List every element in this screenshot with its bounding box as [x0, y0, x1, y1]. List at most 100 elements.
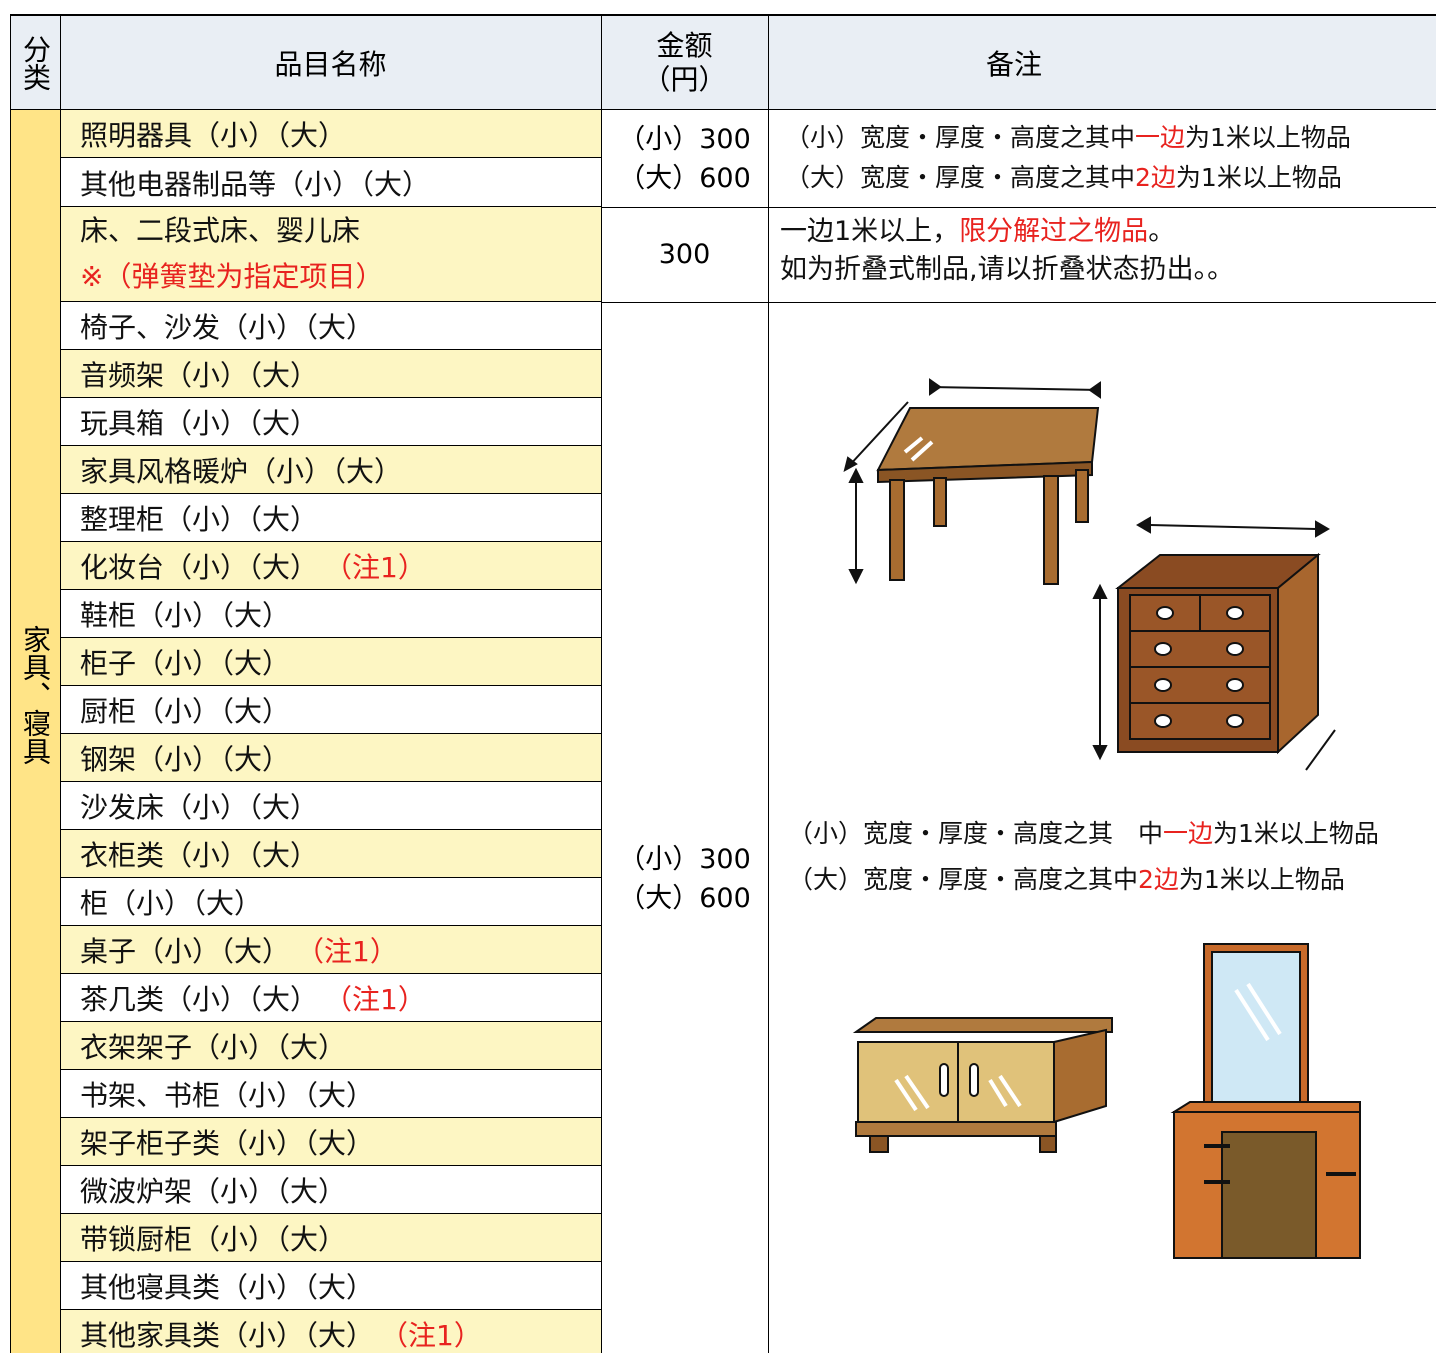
item-line: 桌子（小）（大） （注1） — [80, 926, 398, 974]
note-text: 一边 — [1163, 819, 1214, 848]
header-name: 品目名称 — [274, 48, 387, 81]
price-cell: （小）300 （大）600 — [601, 840, 768, 918]
note-line: （大）宽度・厚度・高度之其中2边为1米以上物品 — [785, 158, 1342, 198]
item-line: 衣柜类（小）（大） — [80, 830, 318, 878]
grid-line — [60, 14, 61, 1353]
note-line: （小）宽度・厚度・高度之其 中一边为1米以上物品 — [788, 811, 1379, 857]
item-line: 玩具箱（小）（大） — [80, 398, 318, 446]
item-name: 钢架（小）（大） — [80, 743, 291, 776]
furniture-illustrations — [843, 378, 1361, 1259]
item-line: 化妆台（小）（大） （注1） — [80, 542, 426, 590]
item-cell — [60, 494, 601, 542]
category-cell — [10, 110, 60, 1353]
note-text: （大）宽度・厚度・高度之其中 — [785, 163, 1136, 192]
item-name: 衣架架子（小）（大） — [80, 1031, 347, 1064]
grid-line — [10, 14, 11, 1353]
item-name: 照明器具（小）（大） — [80, 119, 347, 152]
item-line: 柜（小）（大） — [80, 878, 262, 926]
item-name: 书架、书柜（小）（大） — [80, 1079, 375, 1112]
item-remark: （注1） — [296, 935, 398, 968]
item-name: 桌子（小）（大） — [80, 935, 291, 968]
item-name: 沙发床（小）（大） — [80, 791, 319, 824]
price-line: （大）600 — [618, 883, 751, 914]
note-text: （小）宽度・厚度・高度之其中 — [785, 123, 1136, 152]
note-text: 为1米以上物品 — [1213, 819, 1379, 848]
item-cell — [60, 638, 601, 686]
item-name: 音频架（小）（大） — [80, 359, 319, 392]
item-line: 衣架架子（小）（大） — [80, 1022, 346, 1070]
item-line: 架子柜子类（小）（大） — [80, 1118, 374, 1166]
item-name: 柜（小）（大） — [80, 887, 263, 920]
category-label: 家具、寝具 — [19, 625, 52, 765]
item-line: 书架、书柜（小）（大） — [80, 1070, 374, 1118]
item-cell — [60, 158, 601, 207]
item-name: 柜子（小）（大） — [80, 647, 291, 680]
item-remark: （注1） — [380, 1319, 482, 1352]
item-line: 带锁厨柜（小）（大） — [80, 1214, 346, 1262]
header-row — [10, 14, 1436, 110]
item-cell — [60, 207, 601, 302]
item-name: 其他寝具类（小）（大） — [80, 1271, 375, 1304]
note-text: （小）宽度・厚度・高度之其 中 — [788, 819, 1164, 848]
item-name: 微波炉架（小）（大） — [80, 1175, 347, 1208]
item-name: 玩具箱（小）（大） — [80, 407, 319, 440]
item-name: 厨柜（小）（大） — [80, 695, 291, 728]
item-cell — [60, 686, 601, 734]
item-cell — [60, 1262, 601, 1310]
header-note: 备注 — [986, 48, 1043, 81]
item-name: 衣柜类（小）（大） — [80, 839, 319, 872]
note-text: 为1米以上物品 — [1175, 163, 1342, 192]
note-text: 一边 — [1135, 123, 1186, 152]
price-cell: （小）300 （大）600 — [601, 110, 768, 207]
note-text: 如为折叠式制品,请以折叠状态扔出。。 — [780, 254, 1235, 285]
item-cell — [60, 1310, 601, 1353]
item-line: 鞋柜（小）（大） — [80, 590, 290, 638]
item-name: 整理柜（小）（大） — [80, 503, 319, 536]
item-cell — [60, 878, 601, 926]
item-line: 音频架（小）（大） — [80, 350, 318, 398]
item-cell — [60, 1022, 601, 1070]
item-line: 茶几类（小）（大） （注1） — [80, 974, 426, 1022]
item-line: 整理柜（小）（大） — [80, 494, 318, 542]
note-line: 一边1米以上，限分解过之物品。 — [780, 213, 1175, 251]
item-cell — [60, 350, 601, 398]
price-line: （大）600 — [618, 162, 751, 194]
note-text: 为1米以上物品 — [1185, 123, 1351, 152]
note-text: 2边 — [1135, 163, 1176, 192]
item-cell — [60, 1214, 601, 1262]
item-line: 钢架（小）（大） — [80, 734, 290, 782]
item-cell — [60, 446, 601, 494]
item-cell — [60, 782, 601, 830]
item-line: 其他电器制品等（小）（大） — [80, 158, 430, 207]
item-remark: （注1） — [324, 551, 426, 584]
item-line: 椅子、沙发（小）（大） — [80, 302, 374, 350]
note-line: （小）宽度・厚度・高度之其中一边为1米以上物品 — [785, 118, 1351, 158]
note-text: 一边1米以上， — [780, 216, 960, 247]
header-price: 金额 （円） — [601, 16, 768, 110]
header-price-line: （円） — [642, 63, 727, 96]
item-name: 茶几类（小）（大） — [80, 983, 319, 1016]
item-cell — [60, 1118, 601, 1166]
item-cell — [60, 734, 601, 782]
item-line: 厨柜（小）（大） — [80, 686, 290, 734]
item-line: 家具风格暖炉（小）（大） — [80, 446, 402, 494]
item-line: 微波炉架（小）（大） — [80, 1166, 346, 1214]
item-cell — [60, 1070, 601, 1118]
item-cell — [60, 542, 601, 590]
item-name: 鞋柜（小）（大） — [80, 599, 291, 632]
header-price-line: 金额 — [656, 29, 713, 62]
item-line: 照明器具（小）（大） — [80, 110, 346, 158]
item-cell — [60, 590, 601, 638]
item-name: 其他电器制品等（小）（大） — [80, 167, 431, 201]
item-cell — [60, 974, 601, 1022]
item-name: 化妆台（小）（大） — [80, 551, 319, 584]
item-name: 架子柜子类（小）（大） — [80, 1127, 375, 1160]
note-line: （大）宽度・厚度・高度之其中2边为1米以上物品 — [788, 857, 1345, 903]
item-cell — [60, 302, 601, 350]
grid-line — [768, 14, 769, 1353]
note-line: 如为折叠式制品,请以折叠状态扔出。。 — [780, 251, 1234, 289]
item-name: 家具风格暖炉（小）（大） — [80, 455, 403, 488]
grid-line — [601, 302, 1436, 303]
note-text: 为1米以上物品 — [1178, 865, 1345, 894]
